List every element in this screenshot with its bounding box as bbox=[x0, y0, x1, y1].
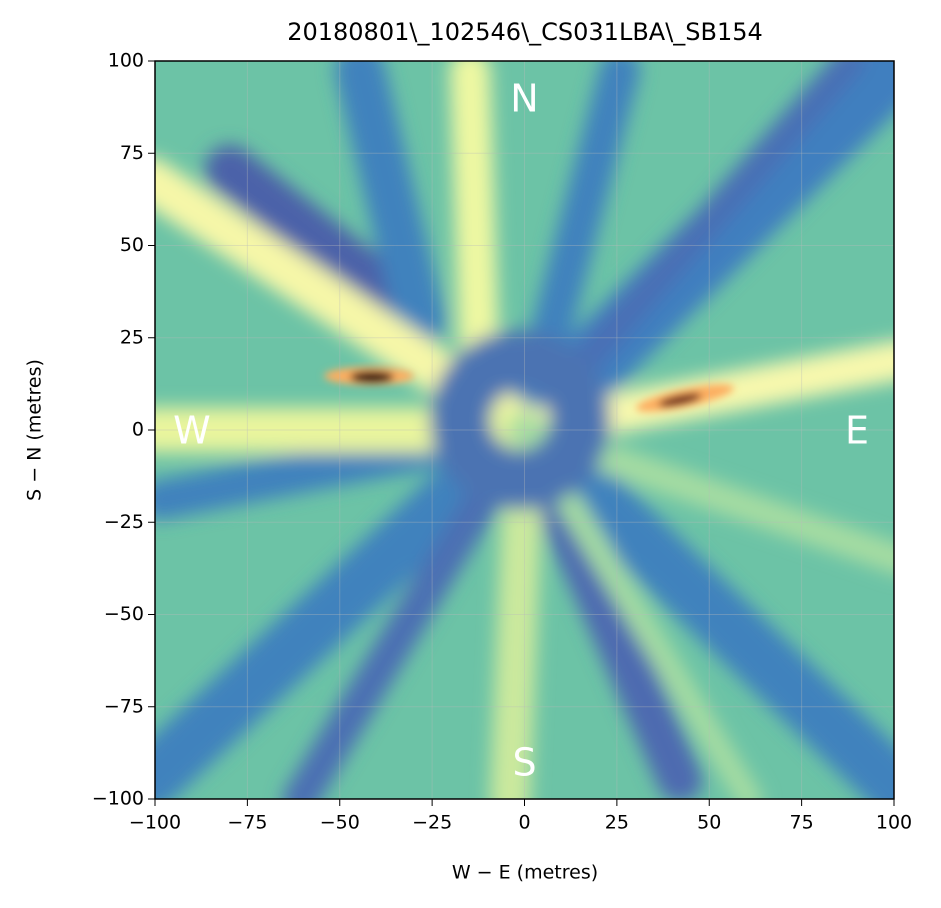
direction-label: E bbox=[845, 409, 869, 453]
y-tick-label: 25 bbox=[120, 326, 144, 348]
y-tick-label: −50 bbox=[104, 603, 144, 625]
x-tick-label: 25 bbox=[605, 812, 629, 834]
chart-title: 20180801\_102546\_CS031LBA\_SB154 bbox=[287, 18, 763, 46]
y-tick-label: 75 bbox=[120, 142, 144, 164]
x-tick-label: −75 bbox=[227, 812, 267, 834]
direction-label: W bbox=[173, 409, 211, 453]
x-axis-label: W − E (metres) bbox=[452, 862, 598, 884]
y-tick-label: 0 bbox=[132, 419, 144, 441]
x-tick-label: 100 bbox=[876, 812, 912, 834]
y-axis-label: S − N (metres) bbox=[24, 359, 46, 501]
y-tick-label: 100 bbox=[108, 50, 144, 72]
x-tick-label: −25 bbox=[412, 812, 452, 834]
x-tick-label: 75 bbox=[790, 812, 814, 834]
x-tick-label: 50 bbox=[697, 812, 721, 834]
x-tick-label: −100 bbox=[129, 812, 181, 834]
direction-label: S bbox=[512, 741, 536, 785]
direction-label: N bbox=[510, 76, 538, 120]
heatmap-image bbox=[155, 61, 894, 799]
y-tick-label: −75 bbox=[104, 695, 144, 717]
x-tick-label: −50 bbox=[320, 812, 360, 834]
y-tick-label: −100 bbox=[92, 788, 144, 810]
x-tick-label: 0 bbox=[518, 812, 530, 834]
y-tick-label: 50 bbox=[120, 234, 144, 256]
y-tick-label: −25 bbox=[104, 511, 144, 533]
